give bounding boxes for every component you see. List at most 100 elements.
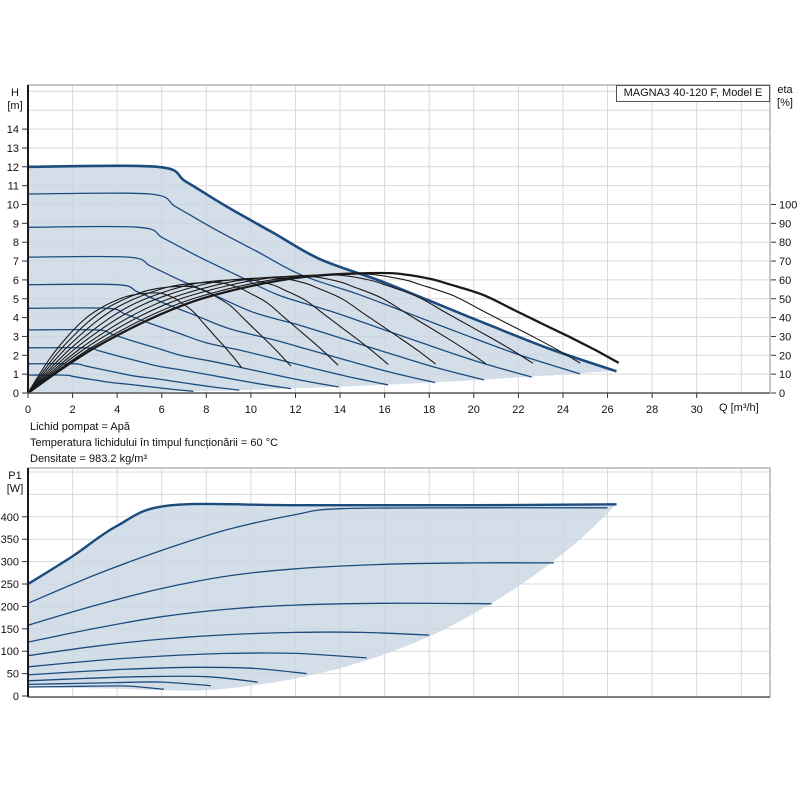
power-curve-speed-3 (27, 675, 258, 683)
h-tick-label: 3 (13, 331, 19, 343)
bottom-chart-power-curves (27, 502, 617, 690)
pump-curve-speed-6 (27, 283, 436, 384)
eta-axis-title-symbol: eta (777, 84, 793, 96)
h-tick-label: 12 (7, 162, 19, 174)
efficiency-curve-9 (27, 292, 243, 394)
efficiency-curve-8 (27, 285, 292, 394)
p1-axis-title: P1 [W] (2, 470, 28, 495)
power-curve-speed-2 (27, 681, 211, 687)
eta-tick-label: 20 (779, 350, 791, 362)
h-tick-label: 6 (13, 275, 19, 287)
bottom-chart-operating-envelope (28, 503, 617, 691)
eta-axis-title: eta [%] (771, 84, 799, 109)
efficiency-curve-7 (27, 281, 339, 394)
q-tick-label: 22 (512, 404, 524, 416)
p1-tick-label: 150 (1, 624, 19, 636)
top-chart-efficiency-curves (27, 271, 620, 394)
pump-curve-speed-7 (27, 255, 485, 381)
top-chart-operating-envelope (28, 165, 617, 393)
q-tick-label: 6 (159, 404, 165, 416)
q-tick-label: 2 (70, 404, 76, 416)
h-axis-title-unit: [m] (7, 99, 23, 112)
power-curve-speed-7 (27, 602, 492, 643)
q-tick-label: 24 (557, 404, 569, 416)
q-tick-label: 28 (646, 404, 658, 416)
q-tick-label: 10 (245, 404, 257, 416)
note-liquid-temperature: Temperatura lichidului în timpul funcțio… (30, 437, 279, 449)
power-curve-speed-1 (27, 685, 165, 690)
eta-tick-label: 40 (779, 313, 791, 325)
eta-tick-label: 80 (779, 237, 791, 249)
eta-tick-label: 10 (779, 369, 791, 381)
efficiency-curve-6 (27, 279, 389, 394)
h-tick-label: 7 (13, 256, 19, 268)
pump-curve-speed-1 (27, 374, 194, 392)
q-tick-label: 14 (334, 404, 346, 416)
model-label-box: MAGNA3 40-120 F, Model E (616, 85, 770, 102)
h-tick-label: 1 (13, 369, 19, 381)
h-tick-label: 14 (7, 124, 19, 136)
h-axis-title-symbol: H (11, 87, 19, 99)
efficiency-curve-4 (27, 275, 487, 394)
bottom-chart-frame (27, 467, 771, 698)
power-curve-speed-10 (27, 502, 617, 586)
p1-axis-title-unit: [W] (6, 482, 24, 495)
eta-axis-title-unit: [%] (777, 96, 793, 109)
bottom-chart-axis-labels: 0 50 100 150 200 250 300 350 400 (1, 512, 27, 703)
note-density: Densitate = 983.2 kg/m³ (30, 453, 148, 465)
p1-axis-title-symbol: P1 (8, 470, 22, 482)
pump-curve-speed-3 (27, 346, 292, 390)
eta-tick-label: 70 (779, 256, 791, 268)
pump-curve-speed-10 (27, 164, 617, 373)
p1-tick-label: 350 (1, 534, 19, 546)
q-tick-label: 4 (114, 404, 120, 416)
h-tick-label: 13 (7, 143, 19, 155)
p1-tick-label: 0 (13, 691, 19, 703)
eta-tick-label: 100 (779, 200, 797, 212)
h-tick-label: 2 (13, 350, 19, 362)
h-tick-label: 0 (13, 388, 19, 400)
top-chart-axis-labels: 0123456789101112131401020304050607080901… (7, 124, 798, 416)
q-tick-label: 0 (25, 404, 31, 416)
q-tick-label: 18 (423, 404, 435, 416)
q-tick-label: 8 (203, 404, 209, 416)
h-axis-title: H [m] (2, 87, 28, 112)
eta-tick-label: 60 (779, 275, 791, 287)
h-tick-label: 11 (8, 181, 19, 193)
eta-tick-label: 50 (779, 294, 791, 306)
h-tick-label: 9 (13, 218, 19, 230)
pump-curve-speed-9 (27, 192, 581, 375)
top-chart-frame (27, 84, 771, 394)
h-tick-label: 5 (13, 294, 19, 306)
pump-curve-speed-2 (27, 363, 240, 391)
power-curve-speed-6 (27, 631, 430, 657)
top-chart-pump-curves (27, 164, 617, 392)
power-curve-speed-8 (27, 562, 555, 626)
note-pumped-liquid: Lichid pompat = Apă (30, 421, 130, 433)
q-axis-unit-label: Q [m³/h] (719, 402, 759, 414)
q-tick-label: 20 (468, 404, 480, 416)
q-tick-label: 30 (691, 404, 703, 416)
liquid-notes: Lichid pompat = Apă Temperatura lichidul… (30, 419, 278, 467)
q-tick-label: 12 (289, 404, 301, 416)
eta-tick-label: 0 (779, 388, 785, 400)
power-curve-speed-5 (27, 652, 367, 668)
power-curve-speed-4 (27, 666, 307, 676)
p1-tick-label: 50 (7, 669, 19, 681)
q-tick-label: 26 (601, 404, 613, 416)
h-tick-label: 4 (13, 313, 19, 325)
power-curve-speed-9 (27, 507, 608, 604)
pump-curve-speed-8 (27, 225, 532, 378)
efficiency-curve-5 (27, 277, 436, 394)
efficiency-curve-3 (27, 274, 534, 394)
pump-curve-speed-4 (27, 328, 339, 388)
p1-tick-label: 100 (1, 646, 19, 658)
h-tick-label: 8 (13, 237, 19, 249)
p1-tick-label: 400 (1, 512, 19, 524)
q-tick-label: 16 (379, 404, 391, 416)
p1-tick-label: 250 (1, 579, 19, 591)
model-label: MAGNA3 40-120 F, Model E (623, 87, 763, 99)
p1-tick-label: 300 (1, 557, 19, 569)
